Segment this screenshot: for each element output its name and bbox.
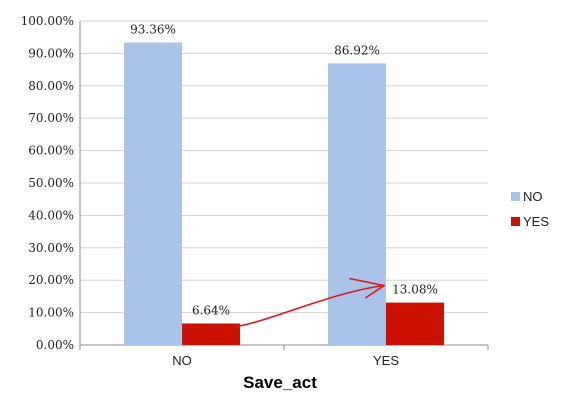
legend-label: NO: [523, 189, 543, 204]
y-tick-label: 10.00%: [28, 306, 74, 320]
data-label: 6.64%: [192, 303, 230, 317]
data-label: 13.08%: [392, 283, 438, 297]
x-axis-title: Save_act: [243, 373, 317, 392]
bar-no-no: [124, 43, 182, 345]
y-tick-label: 80.00%: [28, 79, 74, 93]
x-category-label: YES: [373, 353, 399, 368]
x-category-label: NO: [172, 353, 192, 368]
data-label: 93.36%: [130, 23, 176, 37]
bar-no-yes: [328, 63, 386, 345]
y-tick-label: 100.00%: [21, 14, 74, 28]
y-tick-label: 0.00%: [36, 338, 74, 352]
y-tick-label: 60.00%: [28, 144, 74, 158]
bar-yes-yes: [386, 303, 444, 345]
bar-yes-no: [182, 323, 240, 345]
data-label: 86.92%: [334, 43, 380, 57]
legend-swatch: [511, 192, 520, 201]
y-tick-label: 50.00%: [28, 176, 74, 190]
y-tick-label: 40.00%: [28, 208, 74, 222]
y-tick-label: 20.00%: [28, 273, 74, 287]
y-tick-label: 90.00%: [28, 46, 74, 60]
legend-label: YES: [523, 214, 549, 229]
y-tick-label: 30.00%: [28, 241, 74, 255]
legend-swatch: [511, 217, 520, 226]
y-tick-label: 70.00%: [28, 111, 74, 125]
